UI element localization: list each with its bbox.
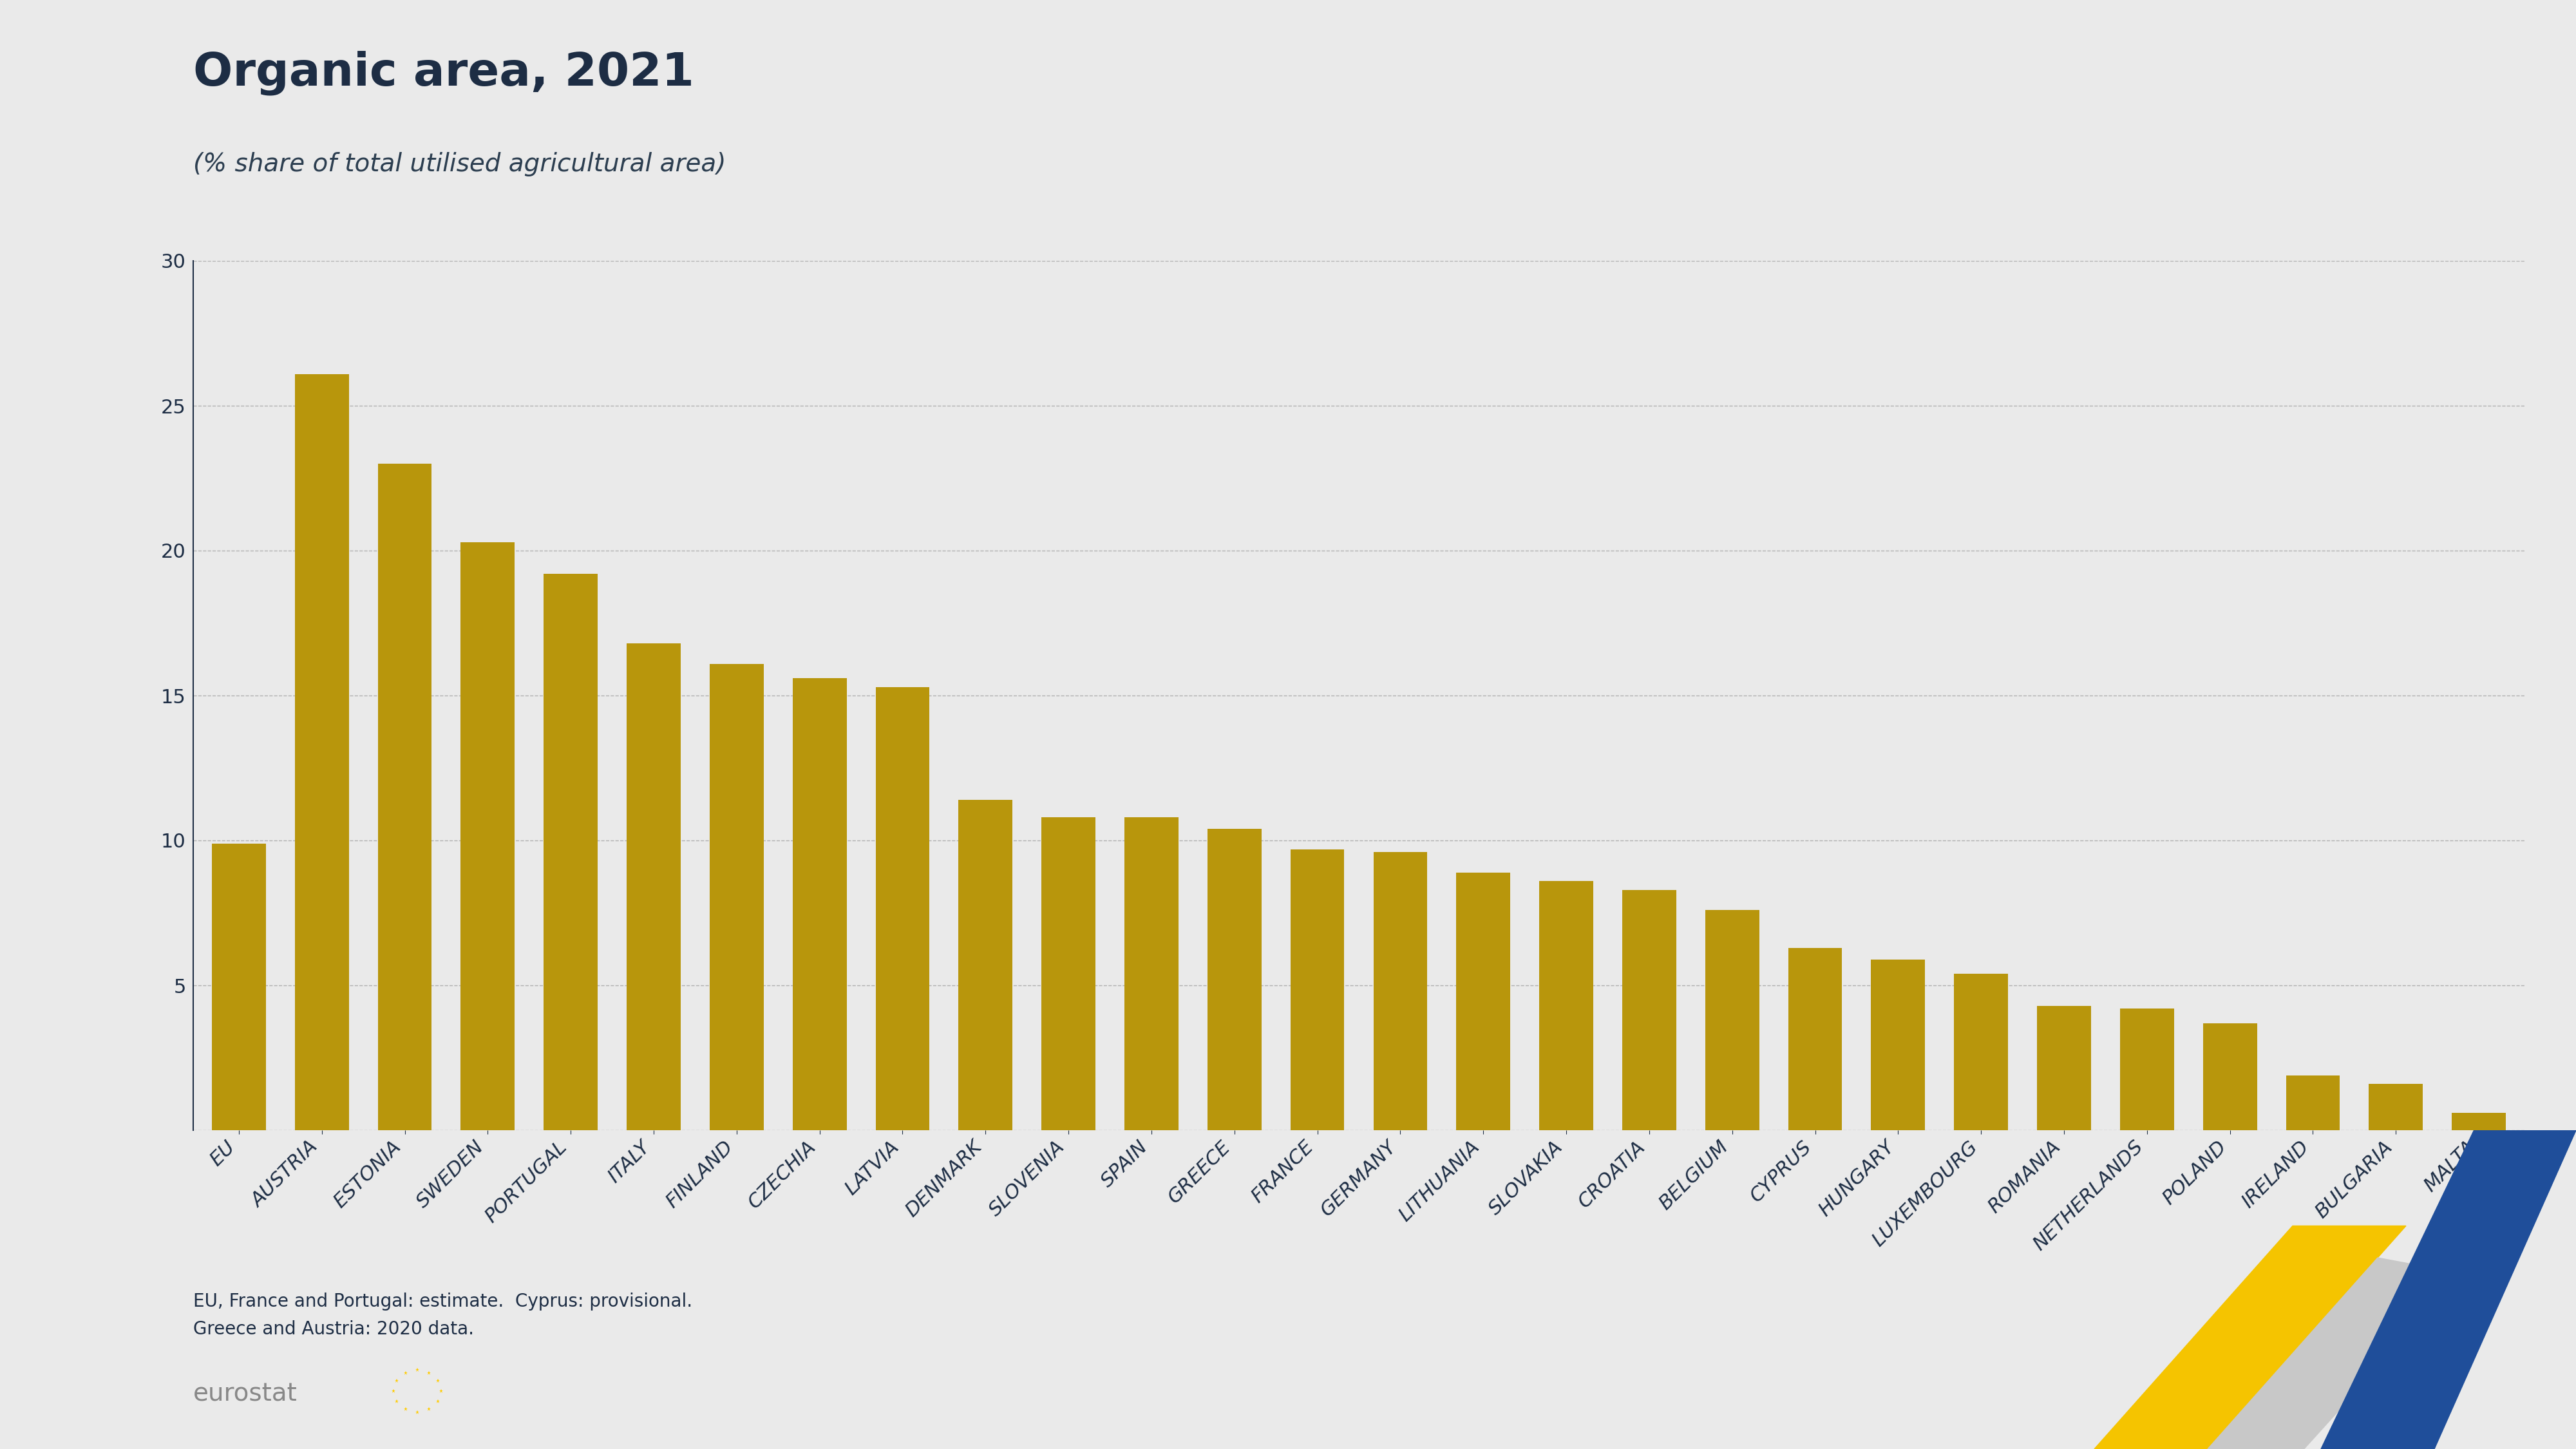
Text: (% share of total utilised agricultural area): (% share of total utilised agricultural … [193, 152, 726, 177]
Bar [1291, 849, 1345, 1130]
Bar [1126, 817, 1177, 1130]
Bar [1955, 974, 2009, 1130]
Bar [708, 664, 762, 1130]
Bar [1623, 890, 1677, 1130]
Bar [1540, 881, 1592, 1130]
Bar [1705, 910, 1759, 1130]
Bar [1870, 959, 1924, 1130]
Polygon shape [2208, 1258, 2463, 1449]
Bar [544, 574, 598, 1130]
Bar [958, 800, 1012, 1130]
Polygon shape [2094, 1226, 2406, 1449]
Bar [294, 374, 348, 1130]
Bar [2285, 1075, 2339, 1130]
Text: EU, France and Portugal: estimate.  Cyprus: provisional.
Greece and Austria: 202: EU, France and Portugal: estimate. Cypru… [193, 1293, 693, 1339]
Bar [626, 643, 680, 1130]
Bar [1208, 829, 1262, 1130]
Bar [1455, 872, 1510, 1130]
Bar [2038, 1006, 2092, 1130]
Text: eurostat: eurostat [193, 1382, 296, 1406]
Bar [2202, 1023, 2257, 1130]
Bar [1041, 817, 1095, 1130]
Polygon shape [2321, 1130, 2576, 1449]
Text: Organic area, 2021: Organic area, 2021 [193, 51, 693, 96]
Bar [1373, 852, 1427, 1130]
Bar [876, 687, 930, 1130]
Bar [2120, 1009, 2174, 1130]
Bar [793, 678, 848, 1130]
Bar [2370, 1084, 2424, 1130]
Bar [211, 843, 265, 1130]
Bar [379, 464, 433, 1130]
Bar [461, 542, 515, 1130]
Bar [1788, 948, 1842, 1130]
Bar [2452, 1113, 2506, 1130]
